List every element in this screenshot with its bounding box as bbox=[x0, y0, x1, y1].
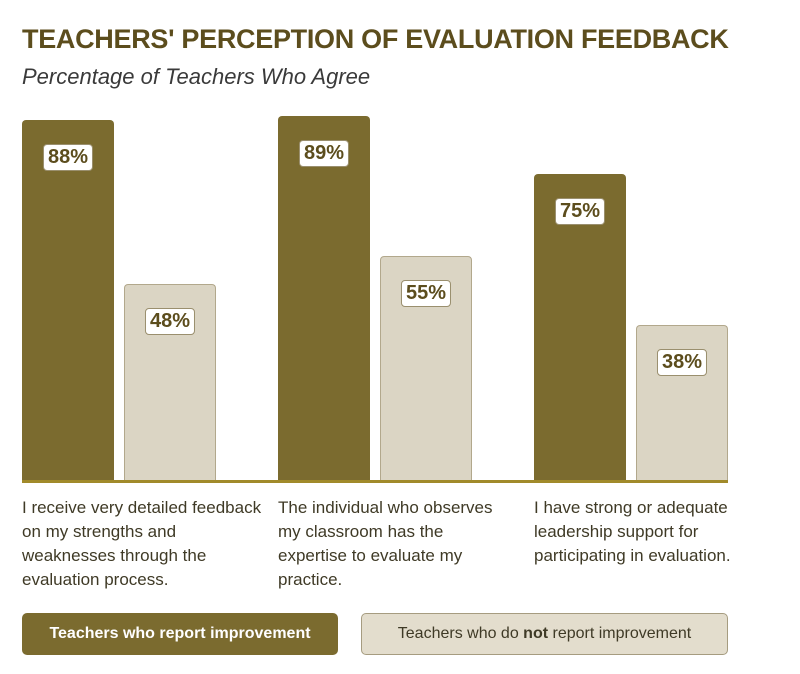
bar bbox=[124, 284, 216, 481]
category-label: I receive very detailed feedback on my s… bbox=[22, 498, 262, 589]
chart-subtitle: Percentage of Teachers Who Agree bbox=[22, 64, 371, 89]
data-label: 55% bbox=[400, 279, 452, 307]
data-label: 75% bbox=[554, 197, 606, 225]
legend-label-post: report improvement bbox=[548, 625, 692, 642]
data-label: 89% bbox=[298, 140, 350, 168]
x-axis-baseline bbox=[22, 480, 728, 483]
bar bbox=[278, 116, 370, 481]
bar bbox=[380, 255, 472, 481]
chart-title: TEACHERS' PERCEPTION OF EVALUATION FEEDB… bbox=[22, 24, 729, 54]
data-label: 48% bbox=[144, 308, 196, 336]
legend-label-pre: Teachers who do bbox=[397, 625, 524, 642]
data-label: 38% bbox=[656, 349, 708, 377]
category-label: I have strong or adequate leadership sup… bbox=[534, 498, 731, 565]
legend-label: Teachers who report improvement bbox=[49, 625, 311, 642]
legend-item-report-improvement: Teachers who report improvement bbox=[22, 613, 338, 655]
data-label: 88% bbox=[42, 144, 94, 172]
bar bbox=[534, 173, 626, 481]
legend-item-no-improvement: Teachers who do not report improvement bbox=[361, 613, 728, 655]
category-label: The individual who observes my classroom… bbox=[278, 498, 493, 589]
legend-label-bold: not bbox=[523, 625, 549, 642]
bar bbox=[22, 120, 114, 481]
